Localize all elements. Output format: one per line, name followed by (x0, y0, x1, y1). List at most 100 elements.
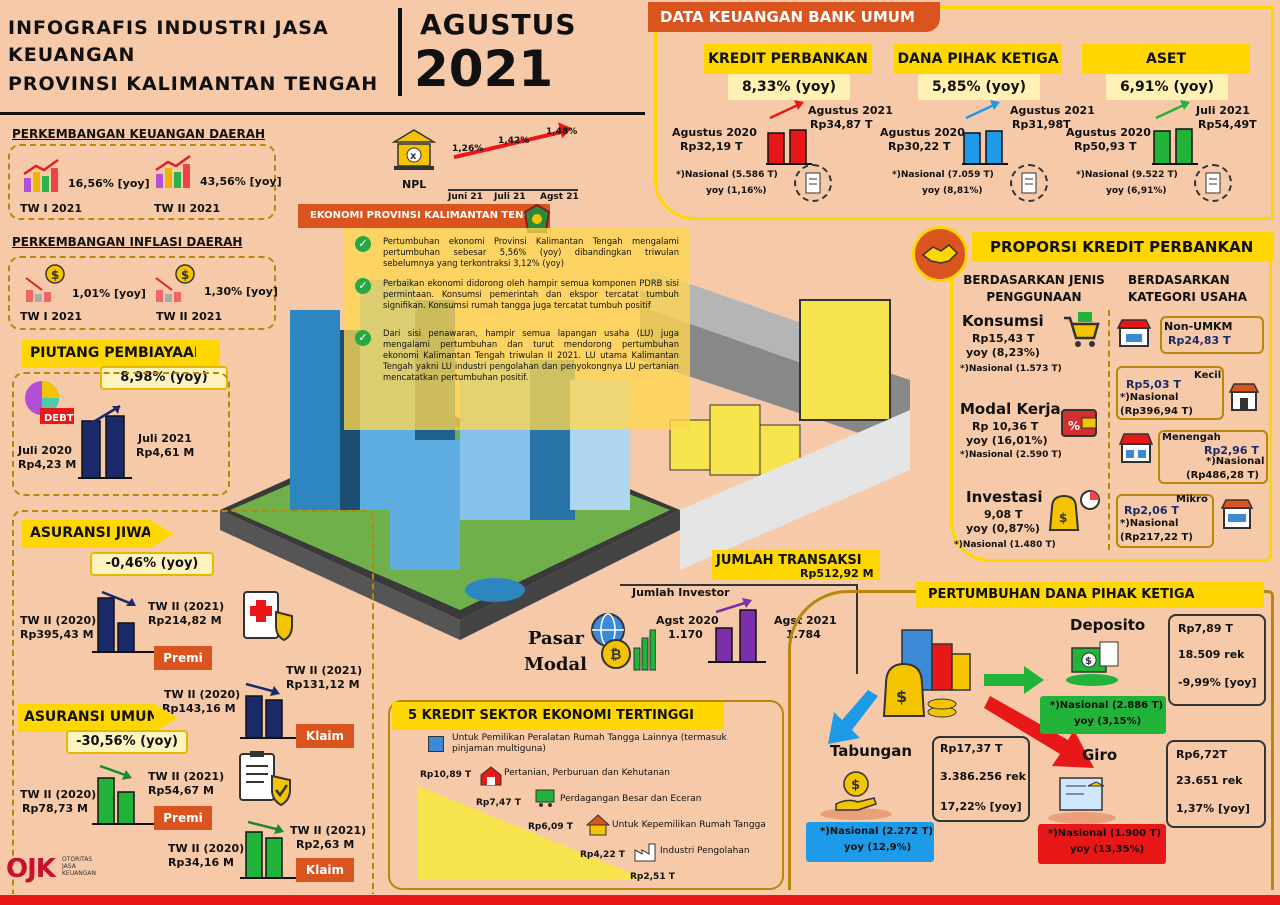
proporsi-left-heading: BERDASARKAN JENIS PENGGUNAAN (962, 272, 1106, 306)
asuransi-umum-yoy: -30,56% (yoy) (66, 730, 188, 754)
ojk-sub-3: KEUANGAN (62, 870, 96, 877)
umum-klaim-right-value: Rp2,63 M (296, 838, 355, 851)
konsumsi-nasional: *)Nasional (1.573 T) (960, 364, 1062, 374)
piutang-left-label: Juli 2020 (18, 444, 72, 457)
piutang-title-tip (196, 340, 222, 368)
tabungan-yoy: 17,22% [yoy] (940, 800, 1022, 813)
asuransi-jiwa-title-bar (22, 520, 152, 548)
pasar-modal-frame (620, 584, 858, 674)
giro-label: Giro (1082, 746, 1118, 764)
money-bag-city-icon: $ (880, 624, 980, 728)
bank-trend-arrow (965, 102, 997, 120)
npl-month-2: Agst 21 (540, 192, 579, 202)
bank-card-nasional-yoy: yoy (1,16%) (706, 186, 767, 196)
bank-trend-arrow (1155, 102, 1187, 120)
title-line-2: KEUANGAN (8, 44, 136, 66)
title-divider (398, 8, 402, 96)
bank-card-from-value: Rp30,22 T (888, 140, 951, 153)
investasi-nasional: *)Nasional (1.480 T) (954, 540, 1056, 550)
menengah-value: Rp2,96 T (1204, 444, 1259, 457)
kredit-sektor-value-4: Rp2,51 T (630, 872, 675, 882)
konsumsi-value: Rp15,43 T (972, 332, 1035, 345)
deposito-label: Deposito (1070, 616, 1146, 634)
jiwa-klaim-tag: Klaim (296, 724, 354, 748)
piutang-chart (78, 404, 132, 479)
bank-card-to-label: Agustus 2021 (1010, 104, 1095, 117)
bank-bar-to (1175, 128, 1193, 165)
jiwa-klaim-left-label: TW II (2020) (164, 688, 241, 701)
check-icon: ✓ (355, 330, 371, 346)
transaksi-value: Rp512,92 M (800, 567, 874, 580)
svg-text:x: x (410, 151, 417, 162)
bank-card-to-value: Rp34,87 T (810, 118, 873, 131)
umum-premi-left-label: TW II (2020) (20, 788, 97, 801)
small-store-icon (1220, 496, 1254, 534)
asuransi-umum-klaim-chart (240, 820, 304, 879)
dpk-title: PERTUMBUHAN DANA PIHAK KETIGA (928, 587, 1195, 602)
mikro-nasional-value: (Rp217,22 T) (1120, 532, 1193, 543)
proporsi-title: PROPORSI KREDIT PERBANKAN (990, 238, 1254, 256)
kecil-value: Rp5,03 T (1126, 378, 1181, 391)
appliance-icon (428, 736, 444, 752)
bank-card-nasional: *)Nasional (7.059 T) (892, 170, 994, 180)
jiwa-premi-left-value: Rp395,43 M (20, 628, 94, 641)
proporsi-box (950, 236, 1272, 562)
mikro-value: Rp2,06 T (1124, 504, 1179, 517)
kredit-sektor-label-4: Industri Pengolahan (660, 846, 750, 856)
check-icon: ✓ (355, 278, 371, 294)
header-rule (0, 112, 645, 115)
medical-shield-icon (240, 588, 300, 646)
konsumsi-yoy: yoy (8,23%) (966, 346, 1040, 359)
ekonomi-point-0: Pertumbuhan ekonomi Provinsi Kalimantan … (383, 236, 679, 268)
asuransi-jiwa-klaim-bar-0 (245, 695, 263, 739)
asuransi-jiwa-title: ASURANSI JIWA (30, 525, 152, 541)
npl-value-2: 1,48% (546, 127, 578, 137)
ojk-sub-2: JASA (62, 863, 76, 870)
inflation-coin-icon: $ (152, 264, 198, 308)
pasar-modal-label-1: Pasar (528, 628, 584, 649)
shopping-cart-icon (1060, 310, 1100, 356)
document-icon (1010, 164, 1048, 202)
ekonomi-title: EKONOMI PROVINSI KALIMANTAN TENGAH (310, 210, 548, 221)
giro-rek: 23.651 rek (1176, 774, 1243, 787)
inflasi-tw2-label: TW II 2021 (156, 310, 223, 323)
pasar-modal-label-2: Modal (524, 654, 588, 675)
modal-kerja-value: Rp 10,36 T (972, 420, 1039, 433)
modal-kerja-yoy: yoy (16,01%) (966, 434, 1048, 447)
bank-trend-arrowhead (990, 100, 1000, 110)
title-line-3: PROVINSI KALIMANTAN TENGAH (8, 73, 379, 95)
bank-card-title: DANA PIHAK KETIGA (894, 44, 1062, 74)
menengah-nasional-value: (Rp486,28 T) (1186, 470, 1259, 481)
tabungan-nasional: *)Nasional (2.272 T) (820, 826, 934, 837)
proporsi-right-heading-1: BERDASARKAN (1128, 273, 1230, 287)
growth-chart-icon (22, 158, 62, 198)
bank-umum-title-bar (648, 2, 940, 32)
dpk-title-bar (916, 582, 1264, 608)
market-stall-icon (1118, 430, 1154, 468)
deposito-rek: 18.509 rek (1178, 648, 1245, 661)
bank-trend-arrowhead (794, 100, 804, 110)
asuransi-jiwa-klaim-bar-1 (265, 699, 283, 739)
arrow-to-deposito (984, 666, 1044, 694)
svg-text:%: % (1068, 419, 1080, 433)
umum-premi-tag: Premi (154, 806, 212, 830)
jiwa-klaim-left-value: Rp143,16 M (162, 702, 236, 715)
modal-kerja-nasional: *)Nasional (2.590 T) (960, 450, 1062, 460)
kategori-box-0 (1160, 316, 1264, 354)
transaksi-title: JUMLAH TRANSAKSI (716, 553, 862, 568)
inflation-coin-icon: $ (22, 264, 68, 308)
asuransi-jiwa-klaim-chart (240, 682, 304, 739)
asuransi-jiwa-title-tip (150, 520, 174, 548)
asuransi-jiwa-premi-chart (92, 590, 156, 653)
tabungan-stats-box (932, 736, 1030, 822)
giro-stats-box (1166, 740, 1266, 828)
asuransi-umum-premi-bar-0 (97, 777, 115, 825)
bank-card-from-value: Rp32,19 T (680, 140, 743, 153)
footer-bar (0, 895, 1280, 905)
piutang-right-value: Rp4,61 M (136, 446, 195, 459)
growth-chart-icon (154, 154, 194, 194)
pie-chart-icon: DEBT (20, 378, 76, 432)
umum-klaim-tag: Klaim (296, 858, 354, 882)
umum-klaim-left-value: Rp34,16 M (168, 856, 234, 869)
keuangan-tw1-value: 16,56% [yoy] (68, 177, 150, 190)
